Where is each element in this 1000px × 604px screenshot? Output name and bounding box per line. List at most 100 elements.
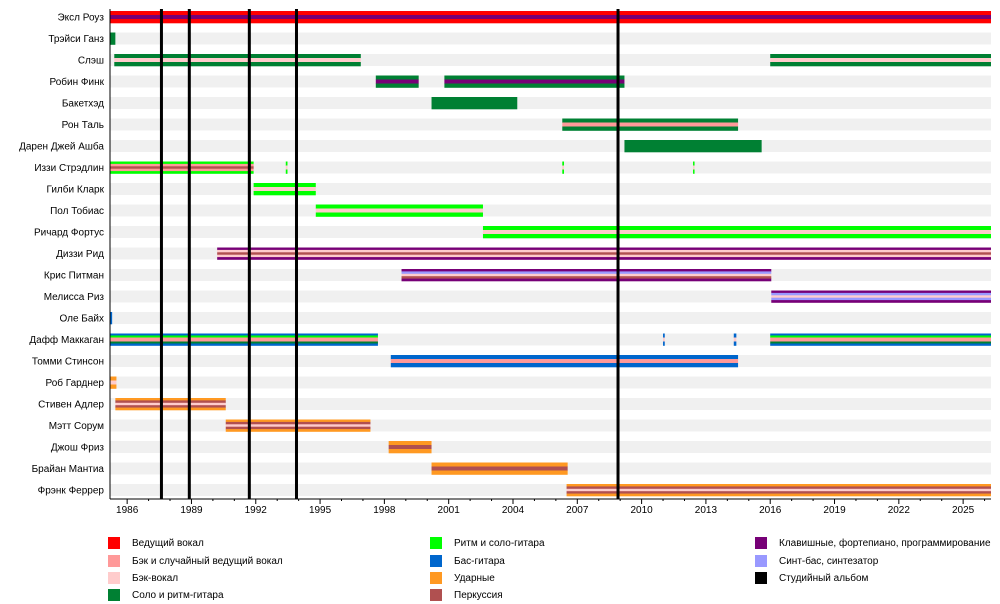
role-stripe [390, 363, 739, 368]
role-stripe [285, 165, 288, 170]
legend-swatch [430, 572, 442, 584]
member-label: Бакетхэд [62, 99, 104, 110]
role-stripe [693, 165, 695, 170]
role-stripe [110, 161, 254, 165]
legend-label: Ударные [454, 572, 495, 584]
role-stripe [315, 212, 483, 217]
role-stripe [401, 271, 772, 275]
member-bar [225, 419, 371, 432]
role-stripe [693, 161, 695, 166]
legend-item: Бэк-вокал [108, 571, 178, 585]
member-bar [663, 333, 665, 346]
role-stripe [285, 161, 288, 166]
role-stripe [401, 276, 772, 279]
member-bar [110, 11, 991, 24]
legend-swatch [430, 589, 442, 601]
legend-swatch [108, 572, 120, 584]
role-stripe [110, 171, 254, 174]
member-bar [482, 226, 991, 239]
member-label: Дафф Маккаган [29, 334, 104, 346]
role-stripe [110, 168, 254, 172]
role-stripe [770, 339, 991, 342]
role-stripe [110, 163, 254, 167]
member-bar [771, 290, 991, 303]
role-stripe [770, 58, 991, 63]
legend-label: Бэк и случайный ведущий вокал [132, 555, 283, 567]
role-stripe [315, 204, 483, 209]
member-bar [388, 441, 432, 454]
legend-swatch [755, 537, 767, 549]
legend-label: Перкуссия [454, 589, 503, 601]
role-stripe [253, 191, 316, 196]
legend-item: Ударные [430, 571, 495, 585]
x-tick-label: 2013 [695, 505, 718, 516]
member-label: Оле Байх [59, 314, 104, 325]
member-bar [431, 462, 568, 475]
legend-swatch [430, 537, 442, 549]
legend-label: Синт-бас, синтезатор [779, 555, 879, 567]
album-line [187, 9, 191, 499]
legend-label: Бас-гитара [454, 555, 505, 567]
member-bar [390, 355, 739, 368]
member-bar [733, 333, 737, 346]
role-stripe [217, 254, 991, 258]
member-label: Крис Питман [44, 271, 104, 282]
role-stripe [110, 380, 117, 385]
x-tick-label: 1992 [245, 505, 268, 516]
legend-swatch [108, 589, 120, 601]
member-bar [401, 269, 772, 282]
member-bar [217, 247, 991, 260]
role-stripe [401, 273, 772, 277]
member-bar [110, 161, 254, 174]
member-bar [375, 75, 419, 88]
role-stripe [566, 491, 991, 494]
role-stripe [253, 187, 316, 192]
member-bar [562, 118, 739, 131]
role-stripe [733, 333, 737, 338]
role-stripe [388, 441, 432, 446]
legend-item: Ритм и соло-гитара [430, 536, 545, 550]
member-label: Фрэнк Феррер [38, 486, 105, 497]
role-stripe [770, 333, 991, 336]
role-stripe [115, 398, 226, 401]
role-stripe [771, 297, 991, 301]
role-stripe [482, 234, 991, 239]
row-band [110, 183, 991, 195]
role-stripe [566, 493, 991, 497]
role-stripe [566, 484, 991, 487]
role-stripe [315, 208, 483, 213]
legend-label: Клавишные, фортепиано, программирование [779, 537, 991, 549]
row-band [110, 140, 991, 152]
role-stripe [444, 75, 625, 80]
legend-item: Ведущий вокал [108, 536, 204, 550]
legend-item: Перкуссия [430, 588, 503, 602]
role-stripe [733, 337, 737, 342]
role-stripe [444, 79, 625, 84]
row-band [110, 161, 991, 174]
x-tick-label: 1989 [180, 505, 203, 516]
x-tick-label: 2025 [952, 505, 975, 516]
role-stripe [217, 252, 991, 255]
role-stripe [217, 257, 991, 260]
role-stripe [770, 335, 991, 338]
role-stripe [253, 183, 316, 188]
row-band [110, 204, 991, 217]
x-tick-label: 2007 [566, 505, 589, 516]
member-bar [770, 54, 991, 67]
x-tick-label: 2010 [630, 505, 653, 516]
role-stripe [110, 19, 991, 24]
member-label: Пол Тобиас [50, 205, 104, 217]
legend-item: Соло и ритм-гитара [108, 588, 224, 602]
row-band [110, 441, 991, 453]
role-stripe [663, 341, 665, 346]
role-stripe [733, 341, 737, 346]
member-label: Рон Таль [62, 120, 104, 131]
member-label: Робин Финк [50, 76, 105, 88]
x-tick-label: 2019 [823, 505, 846, 516]
member-bar [110, 376, 117, 389]
role-stripe [562, 122, 739, 127]
role-stripe [110, 15, 991, 20]
member-label: Брайан Мантиа [32, 464, 105, 475]
album-line [294, 9, 298, 499]
member-label: Томми Стинсон [32, 357, 104, 368]
